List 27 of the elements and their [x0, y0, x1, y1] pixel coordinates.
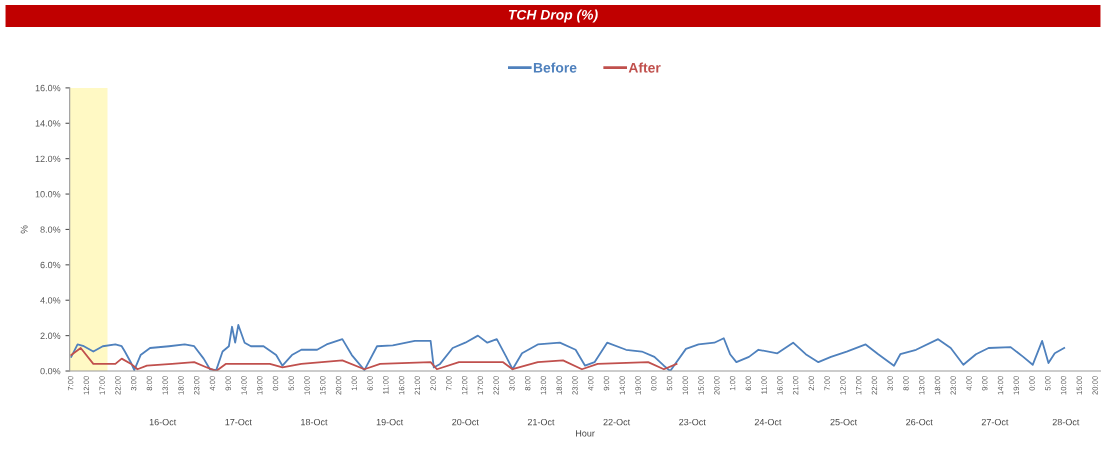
x2-tick-label: 20-Oct [452, 418, 479, 426]
x2-tick-label: 23-Oct [679, 418, 706, 426]
x2-tick-label: 25-Oct [830, 418, 858, 426]
y-tick-label: 0.0% [40, 367, 61, 375]
legend-label: Before [533, 62, 577, 73]
x2-tick-label: 26-Oct [906, 418, 933, 426]
x2-tick-label: 22-Oct [603, 418, 631, 426]
y-tick-label: 8.0% [40, 226, 61, 233]
y-tick-label: 12.0% [35, 155, 61, 163]
legend-label: After [628, 62, 661, 73]
x2-tick-label: 18-Oct [301, 418, 328, 426]
y-tick-label: 4.0% [40, 297, 61, 304]
y-tick-label: 16.0% [35, 84, 61, 92]
x2-tick-label: 19-Oct [376, 418, 404, 426]
x2-tick-label: 21-Oct [527, 418, 555, 426]
x2-tick-label: 17-Oct [225, 418, 252, 426]
x2-tick-label: 28-Oct [1052, 418, 1080, 426]
y-axis-title: % [20, 225, 28, 234]
x-axis-title: Hour [576, 430, 595, 437]
x2-tick-label: 27-Oct [981, 418, 1009, 426]
y-tick-label: 14.0% [35, 120, 61, 127]
y-tick-label: 2.0% [40, 332, 61, 339]
y-tick-label: 10.0% [35, 191, 61, 198]
y-tick-label: 6.0% [40, 261, 61, 269]
chart-title: TCH Drop (%) [508, 9, 598, 23]
x2-tick-label: 24-Oct [754, 418, 782, 426]
x2-tick-label: 16-Oct [149, 418, 177, 426]
